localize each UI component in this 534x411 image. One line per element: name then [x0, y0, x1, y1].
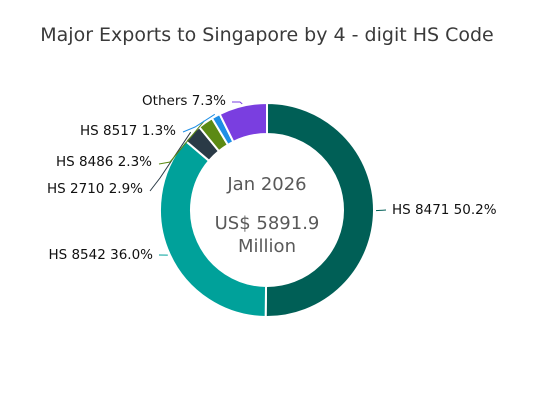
center-total-value: US$ 5891.9: [215, 213, 320, 234]
donut-slice: [264, 101, 375, 318]
slice-label: Others 7.3%: [142, 93, 226, 109]
label-leader-line: [158, 120, 205, 165]
slice-label: HS 8542 36.0%: [48, 247, 153, 263]
chart-title: Major Exports to Singapore by 4 - digit …: [40, 24, 494, 46]
slice-labels: HS 8471 50.2% HS 8542 36.0% HS 2710 2.9% HS…: [47, 93, 497, 263]
center-total-unit: Million: [238, 236, 296, 257]
donut-slice: [218, 101, 268, 144]
slice-label: HS 8517 1.3%: [80, 123, 176, 139]
label-leader-line: [182, 113, 216, 133]
slice-label: HS 8471 50.2%: [392, 202, 497, 218]
slice-label: HS 2710 2.9%: [47, 181, 143, 197]
label-leader-line: [375, 209, 387, 212]
label-leader-line: [232, 101, 243, 105]
slice-label: HS 8486 2.3%: [56, 154, 152, 170]
label-leader-line: [149, 131, 192, 192]
center-period: Jan 2026: [226, 174, 306, 195]
label-leaders: [149, 101, 387, 256]
donut-slices: [159, 101, 375, 319]
